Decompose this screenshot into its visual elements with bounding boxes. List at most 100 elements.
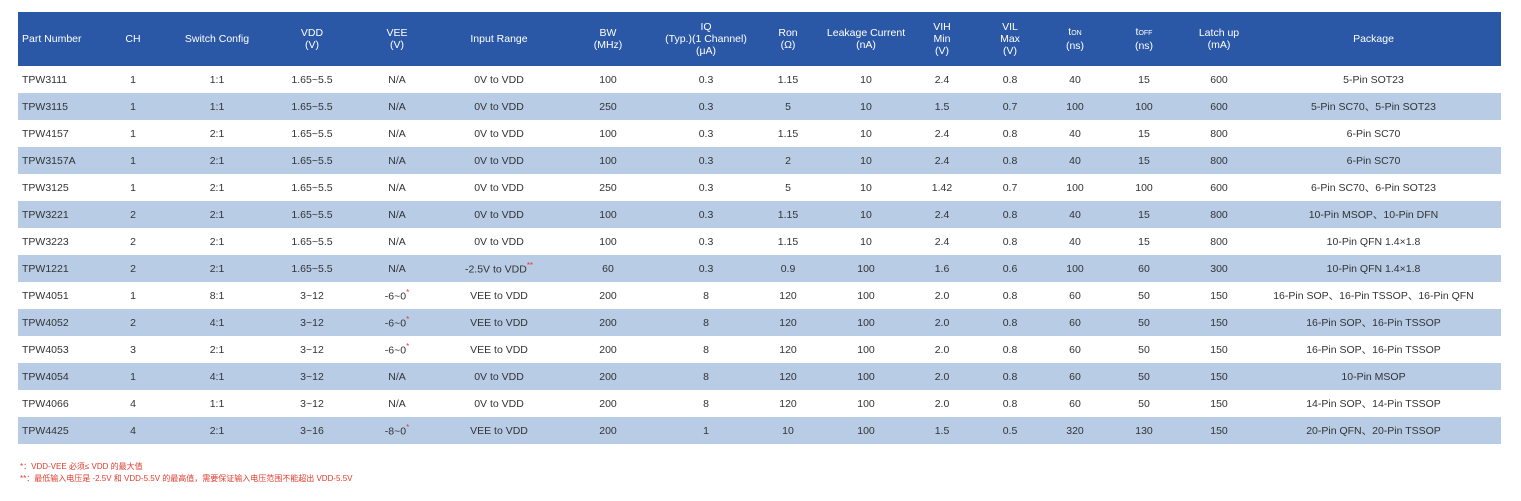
- cell-value: 50: [1138, 370, 1150, 383]
- cell-value: 10: [860, 235, 872, 248]
- cell-value: 100: [599, 154, 617, 167]
- table-cell: 50: [1096, 282, 1192, 309]
- header-unit: (ns): [1134, 40, 1154, 52]
- header-text: Leakage Current: [826, 27, 906, 39]
- cell-value: VEE to VDD: [470, 343, 528, 356]
- table-cell: 3~12: [262, 282, 362, 309]
- cell-value: 1.65~5.5: [291, 154, 333, 167]
- table-cell: 4:1: [172, 309, 262, 336]
- table-cell: 6-Pin SC70: [1246, 120, 1501, 147]
- cell-value: TPW4054: [22, 370, 69, 383]
- table-cell: 10: [814, 66, 918, 93]
- cell-value: 2:1: [209, 424, 225, 437]
- table-cell: 1.15: [762, 120, 814, 147]
- cell-value: 2.0: [934, 343, 950, 356]
- cell-value: 1: [130, 370, 136, 383]
- table-cell: 0V to VDD: [432, 120, 566, 147]
- cell-value: 1.65~5.5: [291, 208, 333, 221]
- cell-value: 100: [599, 208, 617, 221]
- table-cell: 3~16: [262, 417, 362, 444]
- cell-value: 2:1: [209, 235, 225, 248]
- table-cell: 1.5: [918, 417, 966, 444]
- table-cell: 1:1: [172, 66, 262, 93]
- table-cell: 120: [762, 363, 814, 390]
- cell-value: -2.5V to VDD: [464, 263, 527, 276]
- cell-value: 1.65~5.5: [291, 73, 333, 86]
- table-cell: 100: [1054, 255, 1096, 282]
- table-row: TPW3111 1 1:1 1.65~5.5 N/A 0V to VDD 100 0.3 1.1…: [18, 66, 1501, 93]
- table-row: TPW3157A 1 2:1 1.65~5.5 N/A 0V to VDD 100 0.3 2 1…: [18, 147, 1501, 174]
- table-cell: 2: [94, 309, 172, 336]
- table-cell: 0.6: [966, 255, 1054, 282]
- cell-value: 16-Pin SOP、16-Pin TSSOP: [1306, 317, 1441, 329]
- cell-value: 40: [1069, 127, 1081, 140]
- table-cell: VEE to VDD: [432, 336, 566, 363]
- cell-value: 0V to VDD: [474, 154, 524, 167]
- table-cell: 1: [94, 66, 172, 93]
- column-header: Input Range: [432, 12, 566, 66]
- header-text: (μA): [695, 45, 717, 57]
- table-cell: 3~12: [262, 309, 362, 336]
- table-cell: 60: [566, 255, 650, 282]
- cell-value: N/A: [388, 127, 406, 140]
- table-cell: TPW3157A: [18, 147, 94, 174]
- table-cell: 15: [1096, 228, 1192, 255]
- cell-value: 250: [599, 100, 617, 113]
- spec-table-container: Part Number CH Switch Config VDD (V) VEE (V) In…: [18, 12, 1501, 444]
- table-cell: VEE to VDD: [432, 309, 566, 336]
- table-cell: 4: [94, 417, 172, 444]
- cell-value: 2.4: [934, 208, 950, 221]
- table-cell: 100: [1054, 93, 1096, 120]
- table-cell: 60: [1054, 390, 1096, 417]
- cell-value: 0.3: [698, 262, 714, 275]
- table-row: TPW4066 4 1:1 3~12 N/A 0V to VDD 200 8 120 100 2.0…: [18, 390, 1501, 417]
- header-text: VDD: [300, 27, 324, 39]
- table-cell: 100: [1096, 93, 1192, 120]
- table-cell: 1: [94, 120, 172, 147]
- table-cell: 10: [814, 93, 918, 120]
- column-header: tON (ns): [1054, 12, 1096, 66]
- table-cell: TPW1221: [18, 255, 94, 282]
- cell-value: 200: [599, 289, 617, 302]
- cell-value: 0.7: [1002, 100, 1018, 113]
- table-cell: 10-Pin MSOP: [1246, 363, 1501, 390]
- table-cell: 0.3: [650, 120, 762, 147]
- table-cell: 800: [1192, 228, 1246, 255]
- cell-value: 0.3: [698, 235, 714, 248]
- table-cell: 100: [1096, 174, 1192, 201]
- table-cell: TPW3223: [18, 228, 94, 255]
- cell-value: 600: [1210, 181, 1228, 194]
- table-cell: 600: [1192, 66, 1246, 93]
- table-cell: 1: [650, 417, 762, 444]
- table-cell: N/A: [362, 66, 432, 93]
- table-cell: 1.15: [762, 201, 814, 228]
- cell-value: TPW3115: [22, 100, 68, 113]
- cell-value: 8: [703, 370, 709, 383]
- cell-value: 10-Pin QFN 1.4×1.8: [1326, 235, 1421, 248]
- table-cell: N/A: [362, 390, 432, 417]
- table-cell: 100: [566, 228, 650, 255]
- cell-value: 16-Pin SOP、16-Pin TSSOP: [1306, 344, 1441, 356]
- cell-value: 0.3: [698, 100, 714, 113]
- cell-value: 1.6: [934, 262, 950, 275]
- cell-value: TPW4052: [22, 316, 69, 329]
- table-cell: 14-Pin SOP、14-Pin TSSOP: [1246, 390, 1501, 417]
- cell-value: 0.8: [1002, 73, 1018, 86]
- table-cell: 1.65~5.5: [262, 93, 362, 120]
- table-cell: N/A: [362, 228, 432, 255]
- cell-value: 20-Pin QFN、20-Pin TSSOP: [1306, 425, 1441, 437]
- table-cell: -6~0*: [362, 282, 432, 309]
- header-subscript: ON: [1071, 30, 1082, 37]
- cell-value: 150: [1210, 343, 1228, 356]
- cell-value: 8:1: [209, 289, 225, 302]
- table-cell: 8: [650, 390, 762, 417]
- cell-value: TPW4425: [22, 424, 69, 437]
- table-cell: 2.4: [918, 147, 966, 174]
- header-text: VIL: [1002, 21, 1018, 33]
- table-cell: -6~0*: [362, 336, 432, 363]
- table-cell: 0.7: [966, 93, 1054, 120]
- cell-value: 2:1: [209, 127, 225, 140]
- table-cell: TPW3115: [18, 93, 94, 120]
- table-cell: TPW4157: [18, 120, 94, 147]
- cell-value: 150: [1210, 370, 1228, 383]
